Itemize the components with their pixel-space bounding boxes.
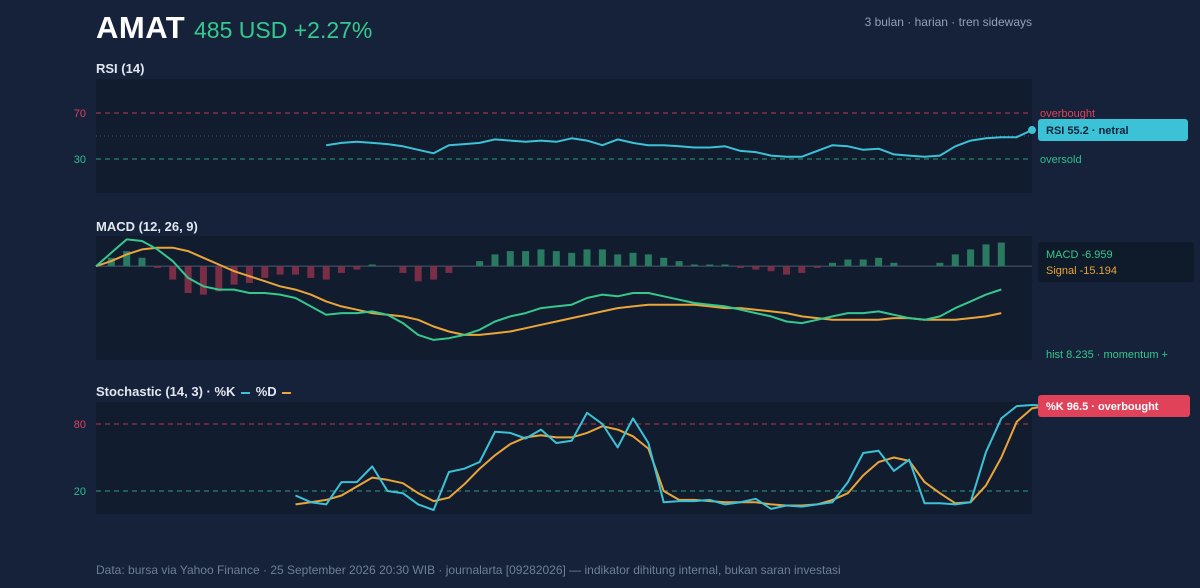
macd-hist-bar xyxy=(752,266,760,270)
macd-hist-bar xyxy=(353,266,361,270)
macd-hist-bar xyxy=(123,251,131,267)
stoch-panel xyxy=(96,402,1032,514)
macd-hist-bar xyxy=(629,252,637,267)
macd-hist-bar xyxy=(491,254,499,267)
rsi-oversold-label: oversold xyxy=(1040,154,1082,166)
macd-hist-bar xyxy=(859,259,867,267)
hist-readout: hist 8.235 · momentum + xyxy=(1046,349,1168,361)
macd-hist-bar xyxy=(798,266,806,273)
macd-hist-bar xyxy=(276,266,284,275)
stoch-readout-bg xyxy=(1038,395,1190,417)
macd-hist-bar xyxy=(813,266,821,268)
macd-hist-bar xyxy=(951,254,959,267)
macd-hist-bar xyxy=(967,249,975,267)
macd-hist-bar xyxy=(476,261,484,267)
macd-hist-bar xyxy=(184,266,192,293)
stoch-title-text: Stochastic (14, 3) · %K xyxy=(96,384,236,399)
macd-hist-bar xyxy=(552,251,560,267)
macd-hist-bar xyxy=(598,249,606,267)
macd-hist-bar xyxy=(829,262,836,267)
rsi-title: RSI (14) xyxy=(96,61,145,76)
macd-hist-bar xyxy=(307,266,315,278)
macd-hist-bar xyxy=(997,242,1005,267)
macd-hist-bar xyxy=(583,249,591,267)
stoch-tick-80: 80 xyxy=(74,419,86,431)
signal-line xyxy=(95,246,1002,336)
price-change: 485 USD +2.27% xyxy=(194,17,373,43)
macd-hist-bar xyxy=(721,264,729,267)
percent-d-line xyxy=(295,404,1048,507)
macd-hist-bar xyxy=(230,266,238,285)
macd-hist-bar xyxy=(399,266,407,273)
macd-line xyxy=(95,238,1002,341)
macd-hist-bar xyxy=(844,259,852,267)
macd-hist-bar xyxy=(292,266,299,275)
stoch-tick-20: 20 xyxy=(74,486,86,498)
macd-hist-bar xyxy=(890,262,898,267)
macd-hist-bar xyxy=(199,266,207,295)
macd-hist-bar xyxy=(706,264,714,267)
macd-hist-bar xyxy=(660,257,668,267)
macd-hist-bar xyxy=(506,251,514,267)
macd-hist-bar xyxy=(675,261,683,267)
macd-hist-bar xyxy=(614,254,622,267)
macd-hist-bar xyxy=(338,266,345,273)
macd-hist-bar xyxy=(537,249,545,267)
macd-hist-bar xyxy=(414,266,422,282)
macd-hist-bar xyxy=(875,257,883,267)
macd-hist-bar xyxy=(783,266,790,275)
macd-hist-bar xyxy=(138,257,146,267)
macd-hist-bar xyxy=(215,266,223,292)
macd-hist-bar xyxy=(936,262,944,267)
macd-hist-bar xyxy=(982,244,990,267)
rsi-overbought-label: overbought xyxy=(1040,108,1095,120)
macd-panel xyxy=(96,236,1032,360)
macd-hist-bar xyxy=(737,266,744,268)
macd-readout-box xyxy=(1038,242,1194,282)
macd-hist-bar xyxy=(153,266,161,268)
rsi-readout-bg xyxy=(1038,119,1188,141)
macd-hist-bar xyxy=(568,252,576,267)
macd-hist-bar xyxy=(644,254,652,267)
rsi-line xyxy=(326,129,1033,158)
ticker-symbol: AMAT xyxy=(96,10,186,45)
rsi-tick-70: 70 xyxy=(74,108,86,120)
macd-title: MACD (12, 26, 9) xyxy=(96,219,198,234)
macd-hist-bar xyxy=(522,251,530,267)
macd-hist-bar xyxy=(445,266,453,273)
rsi-readout: RSI 55.2 · netral xyxy=(1046,125,1129,137)
k-legend-swatch xyxy=(241,391,251,394)
macd-hist-bar xyxy=(430,266,438,280)
d-legend-label: %D xyxy=(255,384,277,399)
rsi-last-point xyxy=(1028,126,1036,135)
macd-hist-bar xyxy=(261,266,269,278)
macd-hist-bar xyxy=(169,266,177,280)
d-legend-swatch xyxy=(282,391,292,394)
macd-hist-bar xyxy=(245,266,253,283)
macd-hist-bar xyxy=(322,266,330,280)
macd-readout: MACD -6.959 xyxy=(1046,249,1113,261)
rsi-tick-30: 30 xyxy=(74,154,86,166)
signal-readout: Signal -15.194 xyxy=(1046,265,1117,277)
stoch-title: Stochastic (14, 3) · %K %D xyxy=(96,384,293,399)
macd-hist-bar xyxy=(368,264,376,267)
chart-meta: 3 bulan · harian · tren sideways xyxy=(864,15,1032,29)
macd-hist-bar xyxy=(690,264,698,267)
percent-k-line xyxy=(295,404,1048,511)
macd-hist-bar xyxy=(767,266,775,272)
footer-source: Data: bursa via Yahoo Finance · 25 Septe… xyxy=(96,563,841,577)
stoch-readout: %K 96.5 · overbought xyxy=(1046,401,1159,413)
